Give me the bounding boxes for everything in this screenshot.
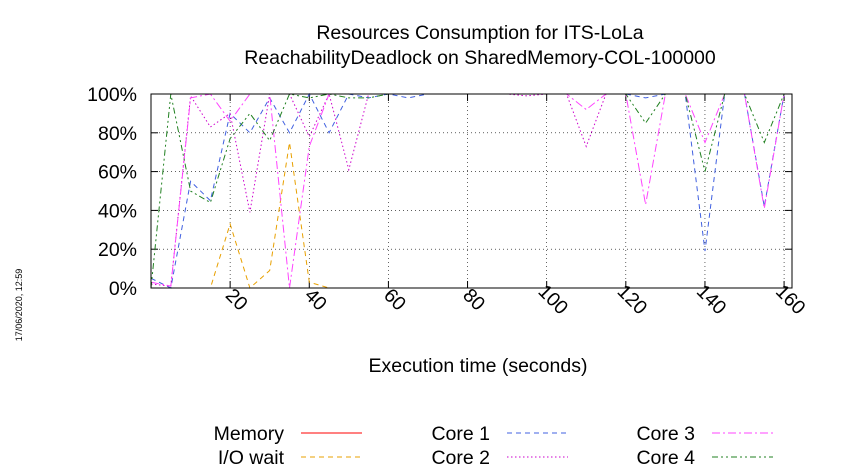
series-line-core-2 (150, 92, 785, 287)
legend-label: Core 4 (636, 447, 695, 469)
y-tick-label: 60% (98, 162, 137, 184)
x-tick-label: 20 (221, 284, 252, 315)
date-stamp: 17/06/2020, 12:59 (14, 269, 24, 342)
y-tick-label: 20% (98, 239, 137, 261)
x-axis-label: Execution time (seconds) (369, 355, 588, 377)
x-tick-label: 100 (534, 280, 573, 319)
x-tick-label: 140 (692, 280, 731, 319)
y-tick-label: 100% (87, 84, 137, 106)
axis-ticks (151, 93, 792, 289)
legend-label: Memory (214, 423, 285, 445)
legend-label: Core 2 (431, 447, 490, 469)
y-tick-label: 80% (98, 123, 137, 145)
y-tick-label: 0% (109, 278, 137, 300)
legend-label: Core 3 (636, 423, 695, 445)
x-tick-label: 40 (300, 284, 331, 315)
chart-title-line-1: Resources Consumption for ITS-LoLa (316, 22, 643, 44)
legend-label: Core 1 (431, 423, 490, 445)
x-tick-label: 160 (771, 280, 810, 319)
chart-title-line-2: ReachabilityDeadlock on SharedMemory-COL… (244, 47, 716, 69)
series-line-i-o-wait (151, 142, 389, 289)
grid (151, 93, 792, 289)
plot-frame (150, 93, 793, 289)
x-tick-label: 80 (458, 284, 489, 315)
series-lines (150, 92, 792, 289)
legend-label: I/O wait (218, 447, 285, 469)
y-tick-label: 40% (98, 200, 137, 222)
y-tick-labels: 0% 20% 40% 60% 80% 100% (87, 84, 137, 300)
x-tick-label: 60 (379, 284, 410, 315)
x-tick-label: 120 (613, 280, 652, 319)
